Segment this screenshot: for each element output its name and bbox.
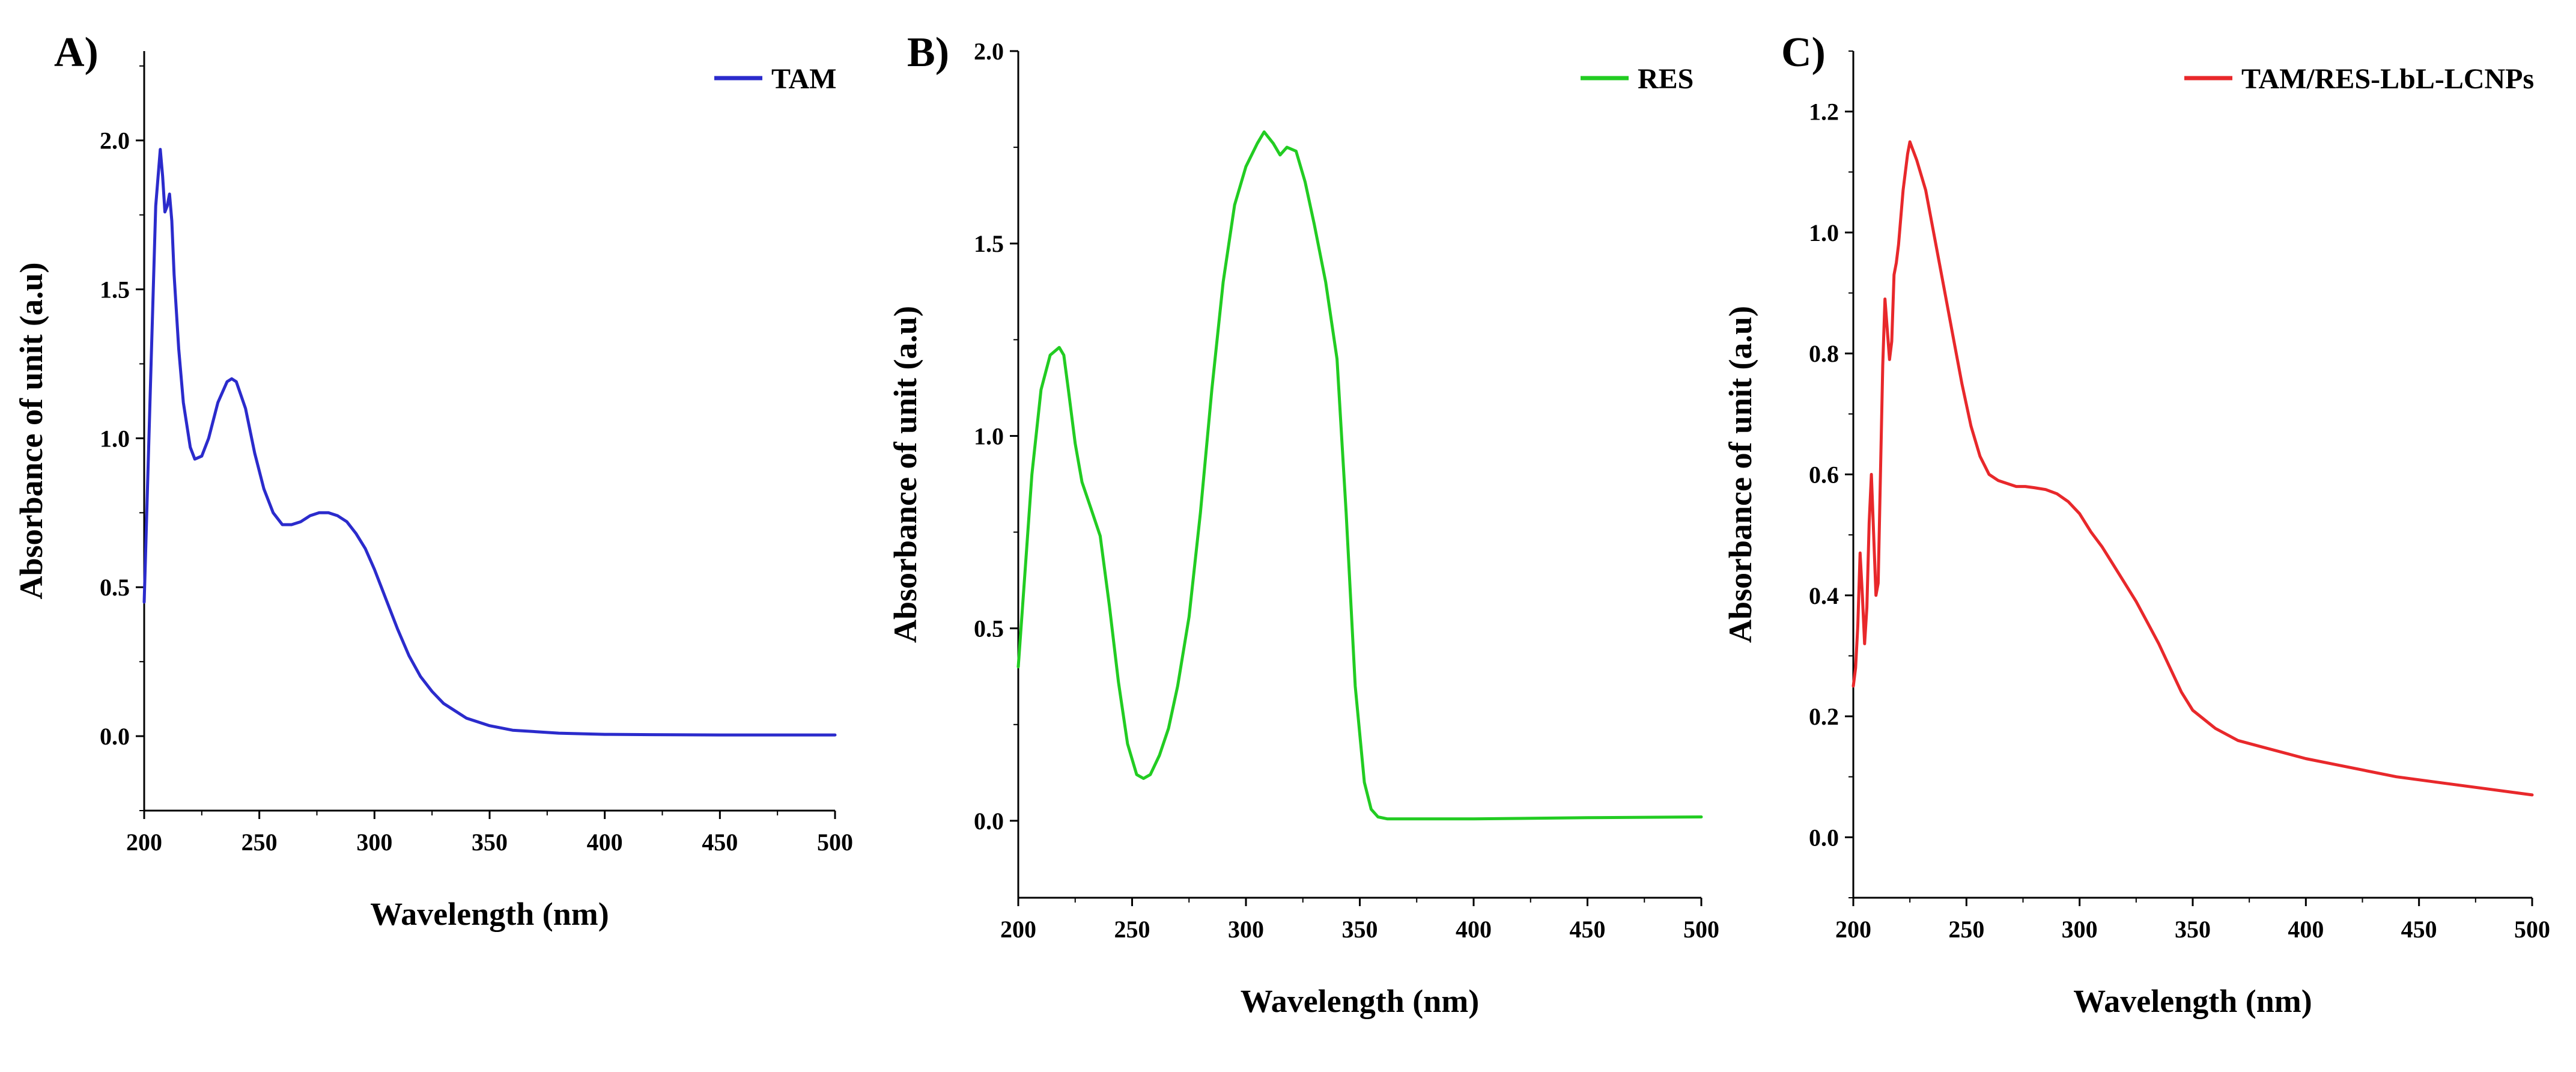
x-tick-label: 350 — [1342, 916, 1378, 943]
y-tick-label: 0.0 — [974, 808, 1004, 835]
y-tick-label: 1.0 — [974, 422, 1004, 449]
y-tick-label: 0.0 — [100, 723, 130, 750]
panel-a: A) 200 250 300 350 400 450 500 0.0 0.5 1.0 1.5 2.0 W… — [13, 29, 853, 932]
x-tick-label: 200 — [1000, 916, 1036, 943]
x-tick-label: 300 — [1228, 916, 1264, 943]
y-tick-label: 0.2 — [1809, 703, 1839, 730]
x-tick-label: 400 — [1456, 916, 1492, 943]
x-tick-label: 500 — [817, 829, 853, 856]
series-line — [142, 148, 837, 737]
panel-label: C) — [1781, 29, 1826, 76]
x-tick-label: 450 — [2401, 916, 2437, 943]
y-tick-label: 0.5 — [100, 574, 130, 601]
panel-label: A) — [54, 29, 99, 76]
y-tick-label: 0.6 — [1809, 461, 1839, 489]
x-tick-label: 250 — [1948, 916, 1984, 943]
x-axis-title: Wavelength (nm) — [2073, 983, 2312, 1019]
x-tick-label: 250 — [1114, 916, 1150, 943]
y-tick-label: 1.0 — [1809, 219, 1839, 246]
panel-b: B) 200 250 300 350 400 450 500 0.0 0.5 1.0 1.5 2.0 W… — [887, 29, 1719, 1019]
y-tick-label: 1.0 — [100, 425, 130, 452]
y-axis-title: Absorbance of unit (a.u) — [1722, 306, 1758, 643]
legend-label: RES — [1638, 63, 1694, 95]
y-tick-label: 0.8 — [1809, 340, 1839, 367]
y-tick-label: 1.2 — [1809, 99, 1839, 126]
series-line — [1016, 130, 1703, 821]
y-axis-title: Absorbance of unit (a.u) — [887, 306, 923, 643]
y-tick-label: 1.5 — [100, 276, 130, 303]
x-tick-label: 200 — [126, 829, 162, 856]
y-tick-label: 0.5 — [974, 615, 1004, 642]
x-axis-title: Wavelength (nm) — [1241, 983, 1480, 1019]
y-tick-label: 0.0 — [1809, 824, 1839, 851]
x-tick-label: 350 — [472, 829, 508, 856]
x-tick-label: 200 — [1835, 916, 1871, 943]
x-tick-label: 250 — [242, 829, 278, 856]
y-tick-label: 0.4 — [1809, 582, 1839, 609]
y-axis-title: Absorbance of unit (a.u) — [13, 262, 49, 599]
legend-label: TAM — [771, 63, 836, 95]
x-tick-label: 500 — [1683, 916, 1719, 943]
x-tick-label: 450 — [702, 829, 738, 856]
y-tick-label: 1.5 — [974, 230, 1004, 257]
panel-label: B) — [907, 29, 949, 76]
x-tick-label: 400 — [587, 829, 623, 856]
x-tick-label: 300 — [2062, 916, 2098, 943]
y-tick-label: 2.0 — [974, 38, 1004, 65]
legend-label: TAM/RES-LbL-LCNPs — [2241, 63, 2534, 95]
x-axis-title: Wavelength (nm) — [370, 896, 609, 932]
x-tick-label: 400 — [2288, 916, 2324, 943]
x-tick-label: 500 — [2514, 916, 2550, 943]
x-tick-label: 450 — [1570, 916, 1606, 943]
x-tick-label: 300 — [356, 829, 392, 856]
y-tick-label: 2.0 — [100, 127, 130, 154]
series-line — [1852, 140, 2534, 797]
x-tick-label: 350 — [2175, 916, 2211, 943]
